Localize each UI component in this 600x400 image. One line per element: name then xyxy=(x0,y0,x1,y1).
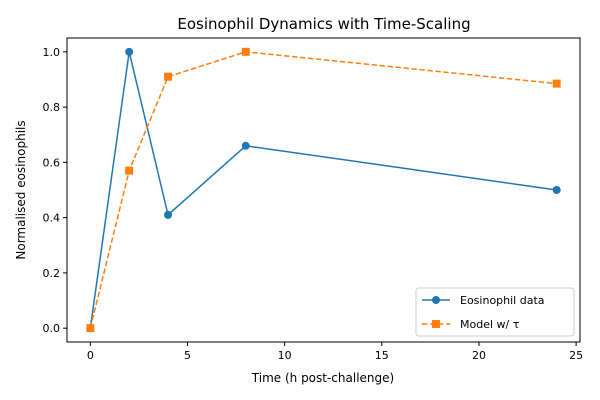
y-axis: 0.0 0.2 0.4 0.6 0.8 1.0 xyxy=(43,46,67,335)
chart-title: Eosinophil Dynamics with Time-Scaling xyxy=(177,15,470,33)
x-tick-label: 20 xyxy=(472,349,486,362)
x-tick-label: 0 xyxy=(87,349,94,362)
y-tick-label: 0.2 xyxy=(43,267,61,280)
data-point xyxy=(164,210,173,219)
x-tick-label: 25 xyxy=(569,349,583,362)
x-tick-label: 15 xyxy=(375,349,389,362)
data-point xyxy=(164,72,173,81)
data-point xyxy=(552,186,561,194)
series-line xyxy=(89,51,557,329)
data-point xyxy=(552,79,561,88)
data-point xyxy=(86,324,95,333)
data-point xyxy=(241,47,250,56)
series-2 xyxy=(86,47,561,333)
legend-label: Model w/ τ xyxy=(460,318,520,331)
legend-marker xyxy=(432,296,440,304)
y-axis-label: Normalised eosinophils xyxy=(14,120,28,259)
series-line xyxy=(89,51,557,329)
y-tick-label: 0.6 xyxy=(43,156,61,169)
data-point xyxy=(125,166,134,175)
legend-item: Model w/ τ xyxy=(422,318,520,331)
plot-frame xyxy=(66,37,581,343)
legend: Eosinophil data Model w/ τ xyxy=(415,287,575,337)
legend-item: Eosinophil data xyxy=(422,294,545,307)
x-tick-label: 5 xyxy=(184,349,191,362)
x-axis: 0 5 10 15 20 25 xyxy=(87,342,583,362)
data-point xyxy=(125,47,134,56)
data-point xyxy=(241,141,250,150)
x-axis-label: Time (h post-challenge) xyxy=(251,371,394,385)
y-tick-label: 0.0 xyxy=(43,322,61,335)
x-tick-label: 10 xyxy=(278,349,292,362)
legend-label: Eosinophil data xyxy=(460,294,545,307)
y-tick-label: 0.8 xyxy=(43,101,61,114)
y-tick-label: 0.4 xyxy=(43,212,61,225)
plot-area xyxy=(86,47,561,333)
y-tick-label: 1.0 xyxy=(43,46,61,59)
legend-marker xyxy=(432,320,440,328)
legend-box xyxy=(415,287,575,337)
